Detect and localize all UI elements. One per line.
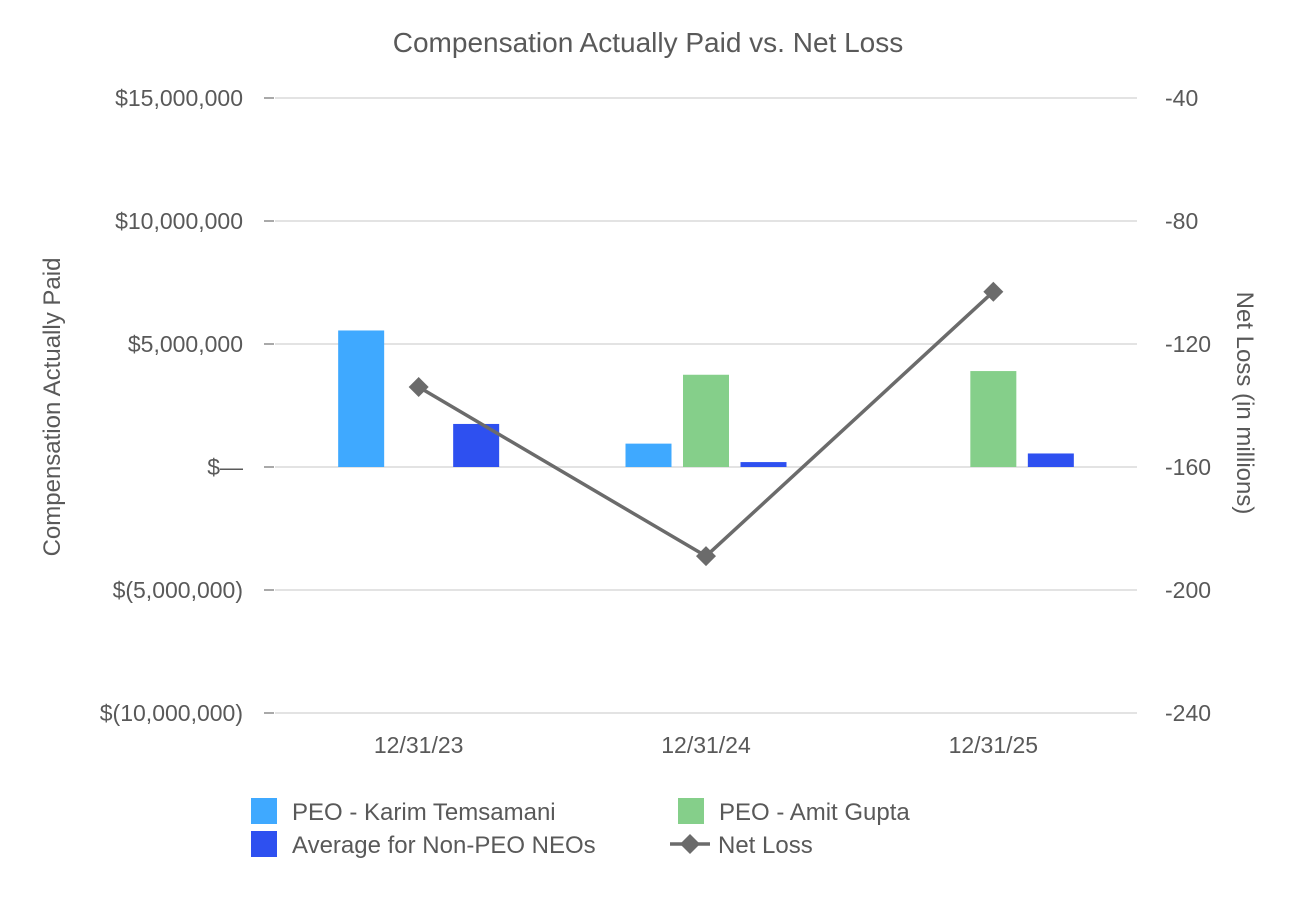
left-tick-label: $5,000,000 bbox=[128, 331, 243, 357]
legend-label: PEO - Amit Gupta bbox=[719, 799, 910, 826]
bar bbox=[625, 443, 672, 467]
bar bbox=[740, 462, 787, 467]
bar bbox=[1027, 453, 1074, 467]
right-tick-label: -80 bbox=[1165, 208, 1198, 234]
legend: PEO - Karim Temsamani PEO - Amit Gupta Ave… bbox=[251, 798, 910, 859]
legend-label: Net Loss bbox=[718, 832, 813, 859]
gridlines bbox=[275, 97, 1137, 714]
x-tick-label: 12/31/23 bbox=[374, 732, 464, 758]
right-tick-label: -240 bbox=[1165, 700, 1211, 726]
net-loss-point bbox=[696, 546, 716, 567]
bars bbox=[338, 330, 1074, 467]
right-tick-label: -160 bbox=[1165, 454, 1211, 480]
legend-marker bbox=[680, 834, 700, 854]
left-tick-label: $10,000,000 bbox=[115, 208, 243, 234]
right-tick-label: -120 bbox=[1165, 331, 1211, 357]
x-tick-label: 12/31/24 bbox=[661, 732, 751, 758]
left-tick-label: $(10,000,000) bbox=[100, 700, 243, 726]
x-tick-label: 12/31/25 bbox=[949, 732, 1039, 758]
right-axis-title: Net Loss (in millions) bbox=[1231, 292, 1258, 515]
left-axis-title: Compensation Actually Paid bbox=[39, 258, 66, 557]
right-tick-label: -40 bbox=[1165, 85, 1198, 111]
right-tick-label: -200 bbox=[1165, 577, 1211, 603]
legend-swatch bbox=[251, 831, 277, 857]
left-tick-label: $(5,000,000) bbox=[113, 577, 243, 603]
left-axis: $15,000,000 $10,000,000 $5,000,000 $— $(5,00… bbox=[100, 85, 274, 726]
net-loss-series bbox=[408, 281, 1004, 567]
left-tick-label: $— bbox=[207, 454, 243, 480]
left-tick-label: $15,000,000 bbox=[115, 85, 243, 111]
right-axis: -40 -80 -120 -160 -200 -240 bbox=[1165, 85, 1211, 726]
bar bbox=[683, 374, 729, 467]
net-loss-point bbox=[983, 281, 1004, 302]
bar bbox=[338, 330, 385, 467]
chart-title: Compensation Actually Paid vs. Net Loss bbox=[393, 27, 903, 58]
bar bbox=[970, 371, 1017, 467]
legend-label: Average for Non-PEO NEOs bbox=[292, 832, 596, 859]
legend-swatch bbox=[251, 798, 277, 824]
x-axis: 12/31/23 12/31/24 12/31/25 bbox=[374, 732, 1038, 758]
legend-swatch bbox=[678, 798, 704, 824]
legend-label: PEO - Karim Temsamani bbox=[292, 799, 556, 826]
net-loss-point bbox=[408, 377, 429, 398]
